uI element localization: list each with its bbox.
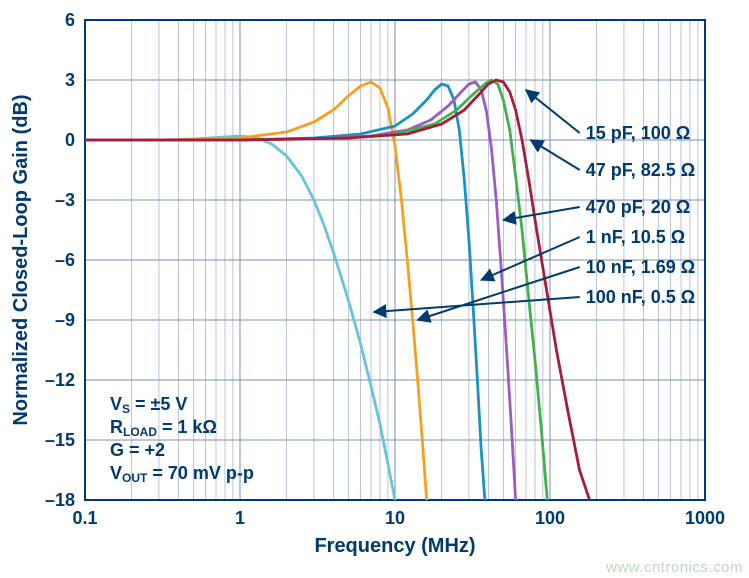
y-tick-label: 6 (65, 10, 75, 30)
y-axis-label: Normalized Closed-Loop Gain (dB) (10, 94, 32, 425)
y-tick-label: –12 (45, 370, 75, 390)
condition-line: VS = ±5 V (110, 394, 187, 416)
chart-svg: 0.1 1 10 100 1000 –18 –15 –12 –9 –6 –3 0 3 6 Frequency… (0, 0, 749, 578)
y-tick-label: –6 (55, 250, 75, 270)
condition-line: G = +2 (110, 440, 165, 460)
annotation-label: 1 nF, 10.5 Ω (586, 227, 685, 247)
annotation-label: 470 pF, 20 Ω (586, 197, 690, 217)
x-tick-label: 1 (235, 508, 245, 528)
y-tick-label: 0 (65, 130, 75, 150)
x-axis-label: Frequency (MHz) (314, 535, 475, 557)
watermark: www.cntronics.com (606, 559, 743, 576)
x-tick-label: 10 (385, 508, 405, 528)
y-tick-label: –9 (55, 310, 75, 330)
annotation-label: 100 nF, 0.5 Ω (586, 287, 696, 307)
y-tick-label: –18 (45, 490, 75, 510)
y-tick-label: –15 (45, 430, 75, 450)
x-tick-label: 100 (535, 508, 565, 528)
y-tick-label: 3 (65, 70, 75, 90)
y-tick-label: –3 (55, 190, 75, 210)
annotation-label: 15 pF, 100 Ω (586, 123, 690, 143)
x-tick-label: 0.1 (72, 508, 97, 528)
annotation-label: 47 pF, 82.5 Ω (586, 160, 696, 180)
chart-container: 0.1 1 10 100 1000 –18 –15 –12 –9 –6 –3 0 3 6 Frequency… (0, 0, 749, 578)
x-tick-label: 1000 (685, 508, 725, 528)
annotation-label: 10 nF, 1.69 Ω (586, 257, 696, 277)
